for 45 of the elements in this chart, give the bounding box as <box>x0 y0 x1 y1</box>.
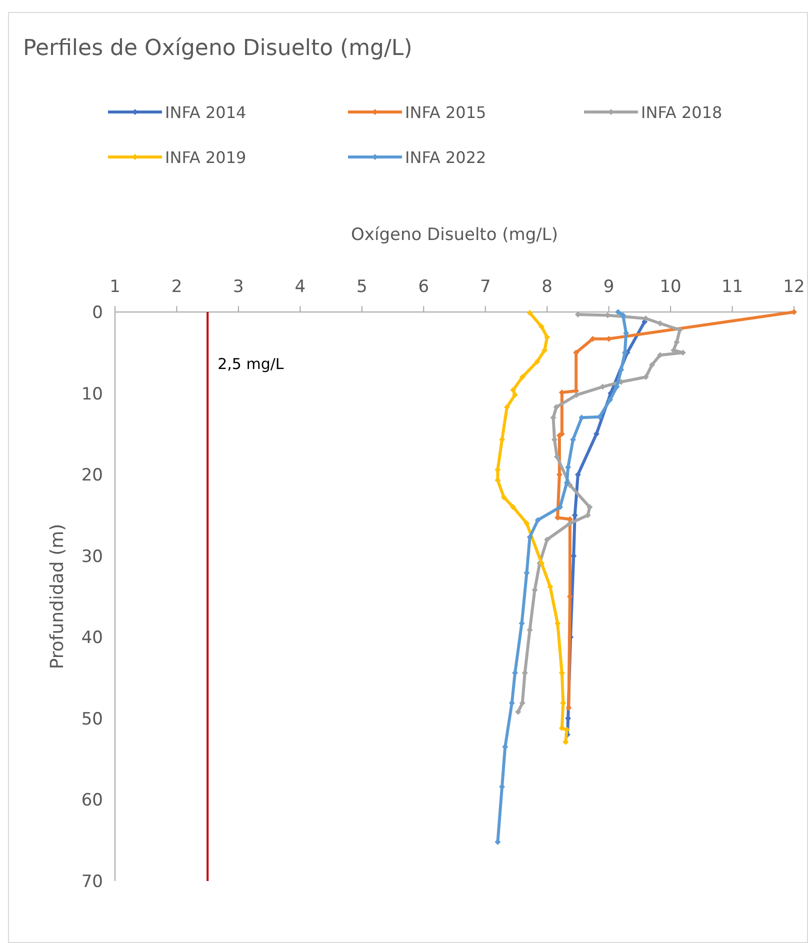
point <box>557 504 564 510</box>
x-tick-label: 9 <box>603 277 614 297</box>
x-tick-label: 6 <box>418 277 430 297</box>
y-tick-label: 10 <box>81 384 103 404</box>
x-axis-title: Oxígeno Disuelto (mg/L) <box>351 225 558 245</box>
point <box>510 504 516 510</box>
x-tick-label: 7 <box>480 277 491 297</box>
x-tick-label: 2 <box>171 277 182 297</box>
y-tick-label: 40 <box>81 628 103 648</box>
x-tick-label: 11 <box>721 277 744 297</box>
legend-label: INFA 2014 <box>165 103 246 122</box>
point <box>512 392 518 398</box>
legend-label: INFA 2022 <box>405 148 486 167</box>
point <box>649 362 656 368</box>
y-tick-label: 20 <box>81 466 103 486</box>
ref-line-label: 2,5 mg/L <box>218 354 284 373</box>
point <box>510 387 516 394</box>
point <box>534 358 540 365</box>
point <box>534 517 541 524</box>
point <box>607 396 614 403</box>
y-tick-label: 70 <box>81 872 103 892</box>
x-tick-label: 5 <box>356 277 368 297</box>
y-tick-label: 60 <box>81 790 103 811</box>
x-tick-label: 12 <box>783 277 805 297</box>
point <box>538 324 545 330</box>
point <box>515 708 522 715</box>
point <box>566 520 573 526</box>
point <box>593 430 600 437</box>
point <box>526 310 533 316</box>
legend-label: INFA 2015 <box>405 103 486 122</box>
legend-label: INFA 2019 <box>165 148 246 167</box>
x-tick-label: 8 <box>542 277 553 297</box>
y-tick-label: 0 <box>92 303 103 323</box>
y-tick-label: 30 <box>81 546 103 567</box>
y-tick-label: 50 <box>81 709 103 730</box>
legend-label: INFA 2018 <box>641 103 722 122</box>
chart-title: Perfiles de Oxígeno Disuelto (mg/L) <box>23 36 412 61</box>
point <box>524 520 530 526</box>
x-tick-label: 4 <box>294 277 306 297</box>
x-tick-label: 1 <box>110 277 120 297</box>
x-tick-label: 3 <box>233 277 244 297</box>
point <box>519 374 526 380</box>
x-tick-label: 10 <box>660 277 682 297</box>
point <box>615 309 622 315</box>
y-axis-title: Profundidad (m) <box>47 524 68 670</box>
